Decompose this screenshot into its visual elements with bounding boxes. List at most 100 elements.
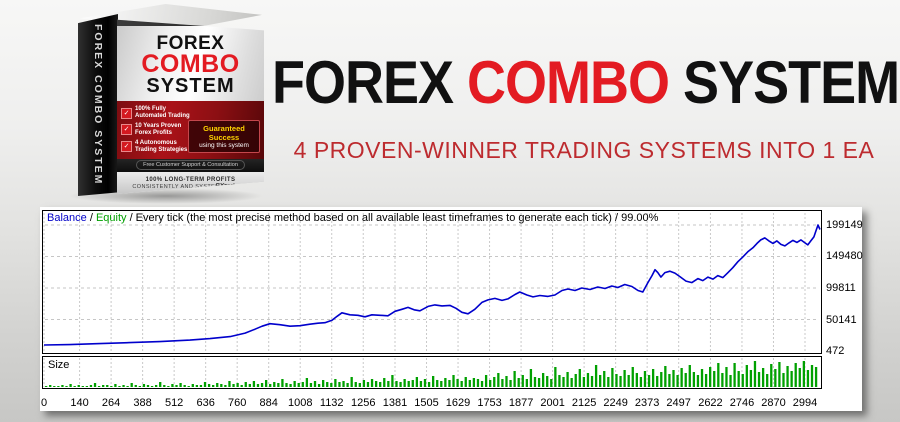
size-bar <box>692 372 696 387</box>
product-box: FOREX COMBO SYSTEM FOREX COMBO SYSTEM ✓ … <box>56 4 271 204</box>
size-bar <box>285 383 288 387</box>
size-bar <box>138 386 141 387</box>
size-bar <box>558 375 561 387</box>
size-bar <box>334 379 337 387</box>
x-axis-label: 1629 <box>445 397 471 409</box>
size-bar <box>126 386 129 387</box>
x-axis-label: 388 <box>133 397 152 409</box>
size-bar <box>688 365 691 387</box>
box-title-combo: COMBO <box>141 50 240 79</box>
size-bar <box>427 382 431 387</box>
size-bar <box>146 385 150 387</box>
page-title: FOREX COMBO SYSTEM <box>272 48 900 120</box>
y-axis-label: 99811 <box>826 281 856 294</box>
size-bar <box>505 376 508 387</box>
x-axis-label: 1505 <box>414 397 439 409</box>
size-bar <box>456 379 459 387</box>
size-bar <box>570 378 573 387</box>
size-bar <box>676 375 679 387</box>
size-bar <box>497 373 500 387</box>
size-bar <box>513 371 516 387</box>
feature-text: 4 Autonomous Trading Strategies <box>135 139 188 153</box>
size-bar <box>102 385 105 387</box>
page-subtitle: 4 PROVEN-WINNER TRADING SYSTEMS INTO 1 E… <box>293 137 875 163</box>
product-box-front: FOREX COMBO SYSTEM ✓ 100% Fully Automate… <box>117 19 264 194</box>
size-bar <box>798 368 801 387</box>
box-bottom-line1: 100% LONG-TERM PROFITS <box>145 176 236 183</box>
size-bar <box>794 363 797 387</box>
size-bar <box>118 386 121 387</box>
size-bar <box>130 383 133 387</box>
size-bar <box>256 384 260 387</box>
size-bar <box>631 367 634 387</box>
size-bar <box>53 386 56 387</box>
size-bar <box>810 365 814 387</box>
box-bottom-line2: CONSISTENTLY AND SYSTEMATICALLY <box>132 183 249 190</box>
title-forex: FOREX <box>272 49 454 117</box>
size-bar <box>191 384 194 387</box>
box-feature-list: ✓ 100% Fully Automated Trading ✓ 10 Year… <box>121 106 195 153</box>
legend-equity: Equity <box>95 212 127 224</box>
size-bar <box>680 368 683 387</box>
x-axis-label: 0 <box>40 397 48 409</box>
size-bar <box>753 361 757 387</box>
size-bar <box>599 375 602 387</box>
size-bar <box>603 371 606 387</box>
size-bar <box>110 386 113 387</box>
size-bar <box>61 385 64 387</box>
size-bar <box>472 378 476 387</box>
size-bar <box>387 381 390 387</box>
size-bar <box>790 371 793 387</box>
size-bar <box>203 382 207 387</box>
size-bar <box>786 366 789 387</box>
size-bar <box>228 381 231 387</box>
size-bar <box>81 386 84 387</box>
size-bar <box>619 376 622 387</box>
x-axis-label: 2001 <box>540 397 565 409</box>
feature-item: ✓ 4 Autonomous Trading Strategies <box>121 140 195 154</box>
size-bar <box>525 379 528 387</box>
size-bar <box>501 379 504 387</box>
size-bar <box>309 383 313 387</box>
size-bar <box>660 372 663 387</box>
size-bar <box>57 386 60 387</box>
size-bar <box>175 385 178 387</box>
size-bar <box>761 368 765 387</box>
size-bar <box>171 384 174 387</box>
size-bar <box>374 381 378 387</box>
size-bar <box>464 377 467 387</box>
size-bar <box>517 378 520 387</box>
size-bar <box>199 385 203 387</box>
size-bar <box>317 384 321 387</box>
size-bar <box>212 385 215 387</box>
size-bar <box>142 384 146 387</box>
size-bar <box>806 370 810 387</box>
size-bar <box>721 373 724 387</box>
size-bar <box>293 381 296 387</box>
title-combo: COMBO <box>467 49 670 117</box>
size-bar <box>484 375 488 387</box>
x-axis-label: 1008 <box>287 397 313 409</box>
size-bar <box>668 374 671 387</box>
box-red-band: ✓ 100% Fully Automated Trading ✓ 10 Year… <box>117 100 264 159</box>
size-bar <box>220 384 223 387</box>
size-bar <box>281 379 284 387</box>
size-bar <box>297 383 300 387</box>
size-bar <box>305 378 309 387</box>
x-axis-label: 2497 <box>666 397 691 409</box>
size-bar <box>69 384 72 387</box>
product-box-spine: FOREX COMBO SYSTEM <box>78 14 118 196</box>
size-bar <box>366 382 370 387</box>
size-bar <box>383 378 386 387</box>
size-bar <box>737 371 740 387</box>
size-bar <box>627 375 630 387</box>
x-axis-label: 636 <box>196 397 215 409</box>
size-bar <box>264 380 268 387</box>
size-bar <box>301 382 304 387</box>
feature-text: 100% Fully Automated Trading <box>135 106 190 120</box>
size-bar <box>260 383 264 387</box>
size-bar <box>114 384 117 387</box>
size-bar <box>741 374 744 387</box>
size-bar <box>713 371 716 387</box>
x-axis-label: 1877 <box>508 397 534 409</box>
